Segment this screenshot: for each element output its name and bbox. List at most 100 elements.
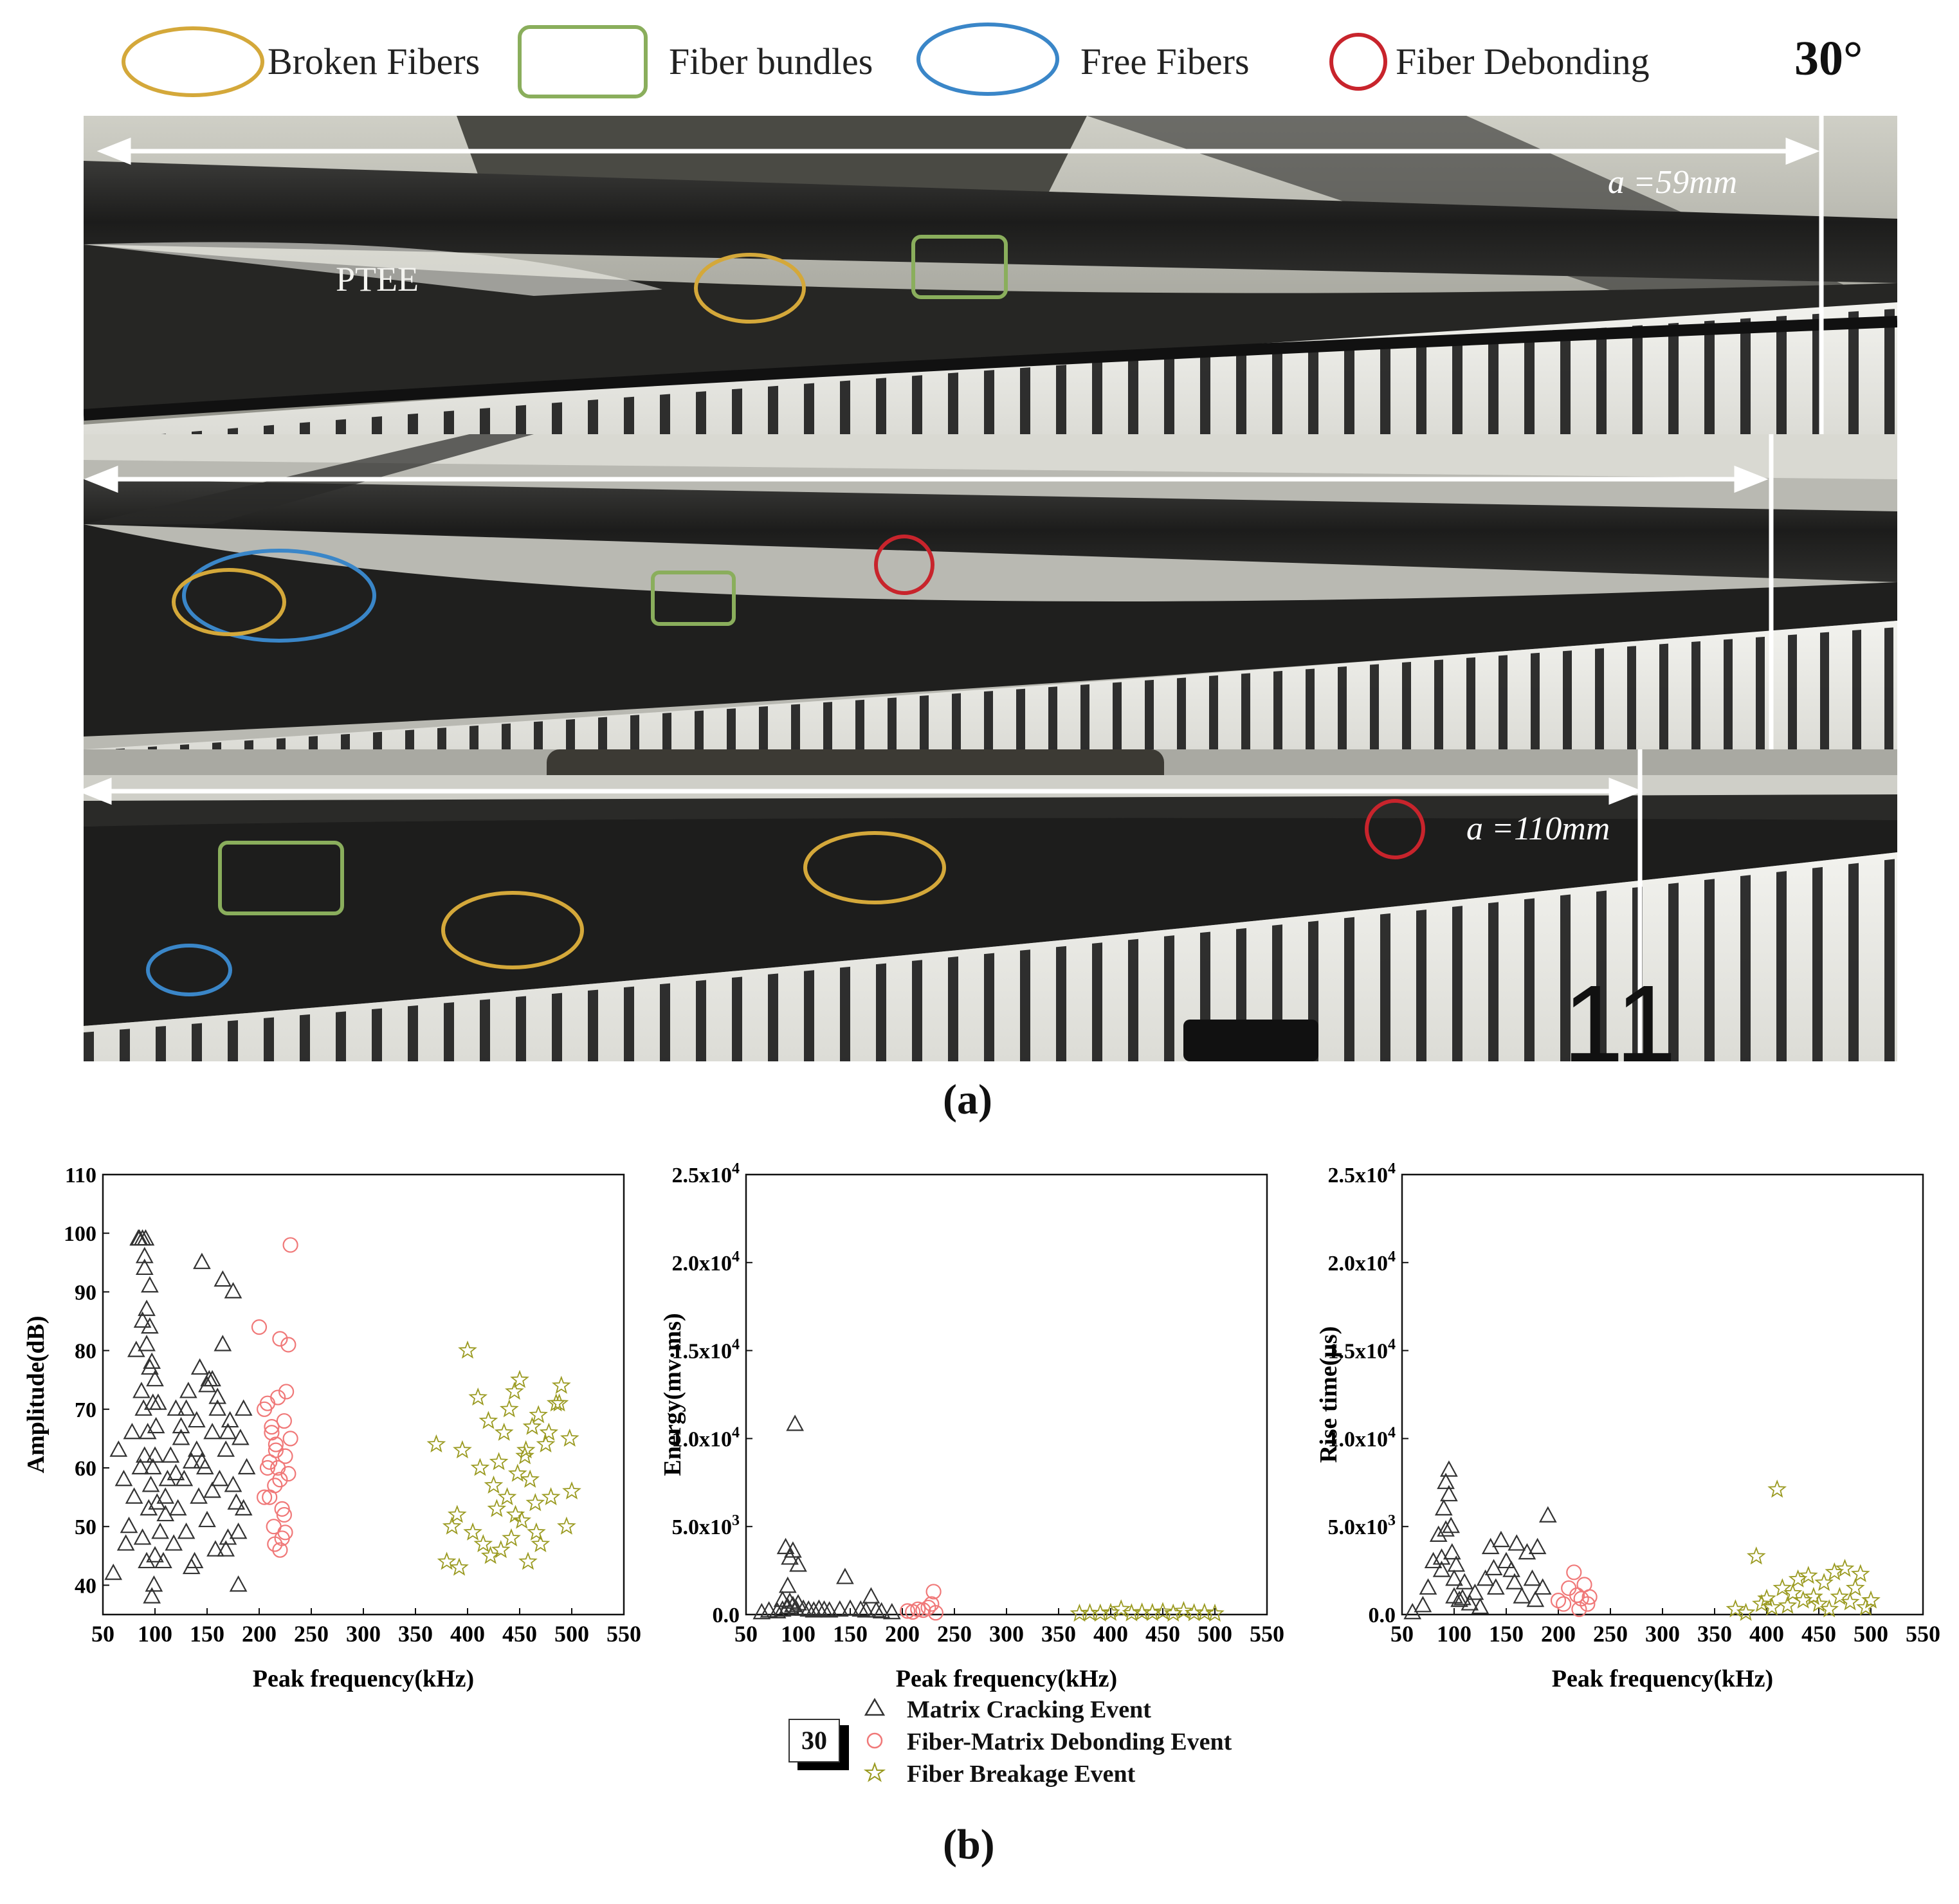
matrix-cracking-point [193,1452,211,1469]
fiber-breakage-point [489,1452,509,1470]
matrix-cracking-point [1526,1590,1545,1607]
matrix-cracking-point [781,1592,799,1609]
matrix-cracking-point [141,1476,160,1492]
matrix-cracking-point [1486,1578,1505,1595]
y-axis-label: Amplitude(dB) [23,1316,50,1474]
matrix-cracking-point [179,1382,197,1398]
scale-digits: 11 [1563,963,1676,1061]
x-tick-label: 250 [1593,1621,1628,1647]
matrix-cracking-point [114,1469,133,1487]
matrix-cracking-point [125,1487,143,1504]
matrix-cracking-point [217,1540,235,1557]
x-tick-label: 350 [1697,1621,1732,1647]
fiber-breakage-point [1122,1603,1142,1622]
matrix-cracking-point [140,1499,158,1515]
matrix-cracking-point [146,1369,164,1387]
matrix-cracking-point [1466,1583,1484,1600]
fiber-breakage-point [468,1387,488,1406]
y-tick-label: 1.0x104 [1328,1424,1396,1451]
fiber-breakage-point [557,1516,576,1535]
matrix-cracking-point [1476,1569,1495,1586]
matrix-cracking-point [1432,1548,1451,1565]
x-tick-label: 450 [502,1621,537,1647]
matrix-cracking-point [132,1382,150,1398]
matrix-cracking-point [138,1299,156,1316]
fiber-breakage-point [1132,1602,1152,1621]
matrix-cracking-point [1513,1587,1531,1604]
debonding-point [900,1603,916,1619]
matrix-cracking-point [815,1600,834,1617]
debonding-point [910,1601,926,1617]
matrix-cracking-point [1533,1578,1552,1595]
fiber-breakage-point [487,1499,507,1517]
fiber-breakage-point [518,1552,538,1570]
matrix-cracking-point [133,1528,152,1545]
fiber-breakage-point [447,1505,467,1523]
matrix-cracking-point [1508,1534,1526,1551]
x-tick-label: 250 [294,1621,329,1647]
y-tick-label: 100 [64,1222,96,1246]
debonding-point [268,1442,284,1458]
matrix-cracking-point [1437,1520,1455,1537]
x-tick-label: 50 [91,1621,114,1647]
fiber-breakage-point [512,1510,531,1529]
matrix-cracking-point [857,1601,875,1618]
matrix-cracking-point [203,1422,221,1440]
y-tick-label: 5.0x103 [672,1512,740,1539]
matrix-cracking-point [1419,1578,1437,1595]
matrix-cracking-point [227,1493,246,1510]
fiber-breakage-point [453,1440,472,1459]
x-axis-label: Peak frequency(kHz) [1552,1665,1773,1692]
broken-fibers-marker [694,253,806,324]
matrix-cracking-point [145,1575,163,1592]
matrix-cracking-point [214,1270,232,1287]
y-tick-label: 2.5x104 [1328,1160,1396,1187]
ptee-label: PTEE [336,260,419,298]
fiber-breakage-point [497,1487,517,1506]
crack-length-110: a =110mm [1466,810,1610,847]
matrix-cracking-point [131,1458,150,1475]
y-axis-label: Energy(mv·ms) [659,1313,686,1476]
energy-plot: 50 100 150 200 250 300 350 400 450 500 550 0.0 5.0x1… [659,1160,1284,1692]
matrix-cracking-point [167,1399,185,1416]
photo-strip-3 [84,749,1897,1061]
debonding-point [272,1472,288,1488]
photo-strip-2 [84,434,1897,749]
y-tick-label: 110 [65,1164,96,1187]
matrix-cracking-point [138,1552,156,1569]
matrix-cracking-point [224,1476,242,1492]
fiber-breakage-point [1174,1600,1194,1620]
fiber-breakage-point [478,1411,498,1429]
fiber-breakage-point [1850,1564,1870,1582]
matrix-cracking-point [872,1602,891,1618]
fiber-breakage-point [1809,1594,1828,1613]
matrix-cracking-point [229,1575,248,1592]
fiber-breakage-point [1736,1602,1756,1621]
triangle-marker-icon [864,1698,886,1716]
matrix-cracking-point [799,1600,818,1617]
matrix-cracking-point [151,1523,169,1539]
fiber-breakage-point [539,1422,559,1441]
y-tick-label: 60 [75,1457,96,1481]
matrix-cracking-point [141,1276,159,1293]
fiber-breakage-point [1142,1602,1162,1622]
matrix-cracking-point [1502,1561,1520,1577]
matrix-cracking-point [224,1282,242,1299]
debonding-point [1561,1580,1577,1597]
legend-debonding: Fiber-Matrix Debonding Event [907,1728,1232,1755]
matrix-cracking-point [1518,1542,1536,1560]
x-tick-label: 350 [1041,1621,1076,1647]
matrix-cracking-point [149,1393,167,1410]
matrix-cracking-point [805,1601,823,1618]
fiber-breakage-point [1845,1578,1865,1597]
broken-fibers-marker [172,568,286,636]
debonding-point [282,1237,298,1253]
x-tick-label: 550 [1250,1621,1284,1647]
matrix-cracking-point [217,1440,235,1457]
y-tick-label: 90 [75,1281,96,1304]
matrix-cracking-point [167,1463,185,1481]
matrix-cracking-point [820,1601,839,1618]
matrix-cracking-point [208,1399,227,1416]
matrix-cracking-point [165,1534,183,1551]
legend-bundle-label: Fiber bundles [669,41,873,82]
